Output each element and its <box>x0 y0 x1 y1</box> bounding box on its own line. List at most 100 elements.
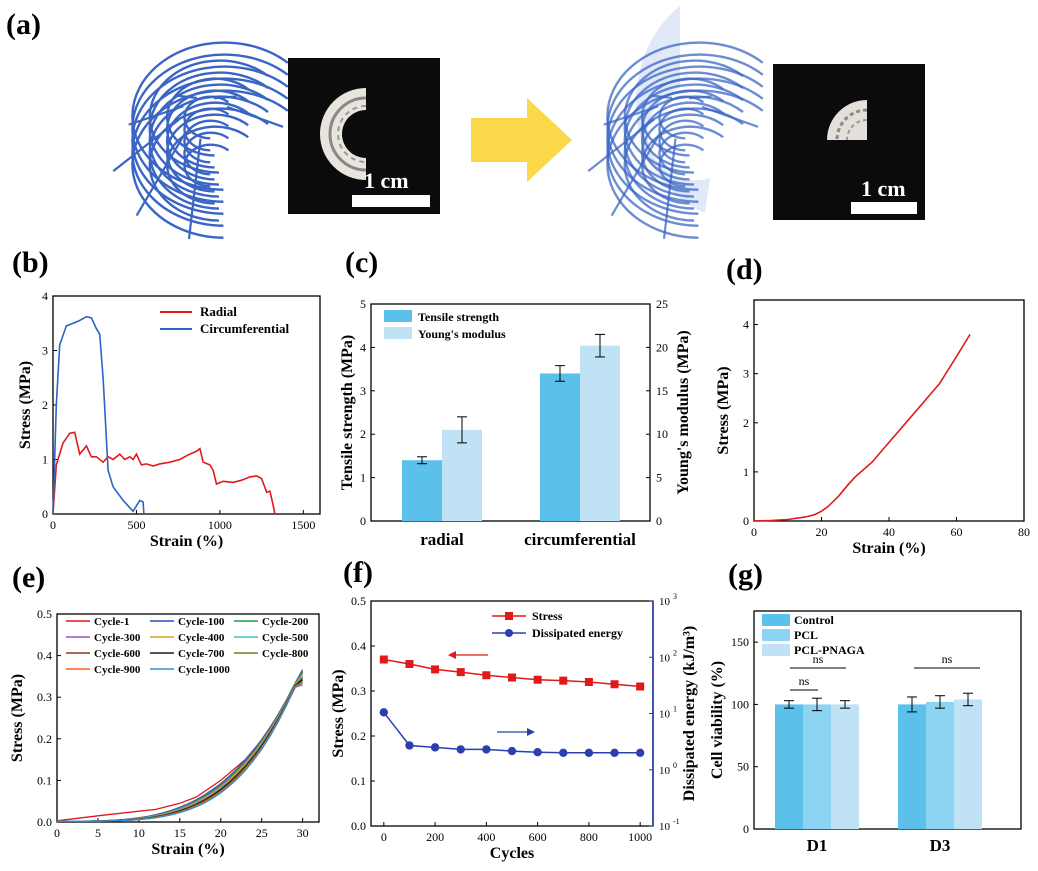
point-stress <box>559 676 568 685</box>
y-tick-label: 1 <box>743 465 749 479</box>
y-axis-label: Stress (MPa) <box>330 669 347 757</box>
x-tick-label: 500 <box>127 518 145 532</box>
bar-radial-0 <box>402 460 442 521</box>
y-tick-label: 0 <box>743 514 749 528</box>
series-line-cycle-800 <box>57 680 303 822</box>
significance-label: ns <box>942 652 953 666</box>
scaffold-model-swollen-icon <box>587 6 764 240</box>
series-line-cycle-700 <box>57 679 304 822</box>
scaffold-spoke <box>176 94 198 100</box>
y2-tick-exponent: 1 <box>673 705 677 714</box>
scaffold-spoke <box>112 118 180 173</box>
series-line-cycle-400 <box>57 674 304 822</box>
legend-swatch <box>762 644 790 656</box>
x-tick-label: 25 <box>256 826 268 840</box>
x-tick-label: 20 <box>816 525 828 539</box>
point-energy <box>430 743 440 752</box>
point-stress <box>405 660 414 668</box>
legend-swatch <box>762 629 790 641</box>
legend-label: Cycle-400 <box>178 632 225 644</box>
y-tick-label: 0.4 <box>351 639 366 653</box>
scaffold-spoke <box>651 94 673 100</box>
y2-tick-label: 5 <box>656 471 662 485</box>
scaffold-sample-icon <box>320 88 367 180</box>
legend-label: PCL <box>794 628 818 642</box>
legend-label: Control <box>794 613 834 627</box>
legend-label: PCL-PNAGA <box>794 643 865 657</box>
panel-label-g: (g) <box>728 558 763 591</box>
point-energy <box>379 708 389 717</box>
point-stress <box>431 665 440 674</box>
panel-label-b: (b) <box>12 246 49 279</box>
chart-c-mechanical-bars: 0 1 2 3 4 5 0 5 10 15 20 25 radial circumferential Ten… <box>339 297 692 549</box>
legend-label: Cycle-600 <box>94 648 141 660</box>
y-tick-label: 2 <box>42 398 48 412</box>
point-energy <box>559 748 568 758</box>
point-energy <box>405 741 414 750</box>
legend-label: Circumferential <box>200 321 289 336</box>
significance-label: ns <box>813 652 824 666</box>
y-axis-label: Tensile strength (MPa) <box>339 335 356 491</box>
legend-label: Young's modulus <box>418 327 506 341</box>
y-tick-label: 0.1 <box>351 774 366 788</box>
y2-tick-exponent: 2 <box>673 648 677 657</box>
y2-tick-label: 10 <box>659 596 671 608</box>
x-tick-label: 0 <box>381 830 387 844</box>
significance-label: ns <box>799 674 810 688</box>
bar-D3-0 <box>898 704 926 829</box>
legend-label: Cycle-100 <box>178 616 225 628</box>
scaffold-ring <box>623 71 744 186</box>
bar-circumferential-1 <box>580 345 620 521</box>
y-axis-label: Cell viability (%) <box>709 661 726 779</box>
y-tick-label: 2 <box>743 416 749 430</box>
series-line-cycle-900 <box>57 682 303 822</box>
y-tick-label: 150 <box>731 635 749 649</box>
y2-axis-label: Dissipated energy (kJ/m³) <box>681 626 698 801</box>
panel-label-d: (d) <box>726 253 763 286</box>
scaffold-sample-icon <box>827 100 868 141</box>
y-axis-label: Stress (MPa) <box>715 366 732 454</box>
scaffold-ring <box>148 83 269 198</box>
legend-marker <box>505 612 513 620</box>
y2-tick-exponent: 0 <box>673 761 677 770</box>
x-axis-label: Strain (%) <box>150 533 223 550</box>
y-tick-label: 0.3 <box>37 690 52 704</box>
scaffold-ring <box>658 143 705 188</box>
y2-tick-label: 10 <box>659 709 671 721</box>
series-line-cycle-1 <box>56 671 304 822</box>
scaffold-spoke <box>662 138 677 240</box>
bar-D1-0 <box>775 704 803 829</box>
y-tick-label: 0 <box>360 514 366 528</box>
series-line-cycle-1000 <box>57 684 303 822</box>
y2-tick-label: 25 <box>656 297 668 311</box>
legend-label: Cycle-700 <box>178 648 225 660</box>
point-stress <box>610 680 619 689</box>
legend-label: Cycle-1 <box>94 616 129 628</box>
bar-D3-1 <box>926 701 954 829</box>
x-category-label: D1 <box>807 836 828 855</box>
scaffold-ring <box>131 77 289 227</box>
scale-bar-label: 1 cm <box>861 176 906 201</box>
y-tick-label: 0.2 <box>37 732 52 746</box>
legend-label: Cycle-800 <box>262 648 309 660</box>
point-stress <box>533 675 542 684</box>
chart-d-stress-strain: 0 20 40 60 80 0 1 2 3 4 Strain (%) Stress (MPa) <box>715 299 1030 557</box>
point-energy <box>533 748 542 757</box>
point-energy <box>482 745 491 754</box>
y-tick-label: 0.3 <box>351 684 366 698</box>
y-axis-label: Stress (MPa) <box>9 674 26 762</box>
scaffold-ring <box>183 143 230 188</box>
x-axis-label: Strain (%) <box>151 841 224 858</box>
x-tick-label: 5 <box>95 826 101 840</box>
x-tick-label: 40 <box>883 525 895 539</box>
panel-label-e: (e) <box>12 561 46 594</box>
legend-swatch <box>384 310 412 322</box>
x-tick-label: 1000 <box>628 830 652 844</box>
bar-radial-1 <box>442 429 482 521</box>
scaffold-photo-before: 1 cm <box>288 58 440 214</box>
scaffold-ring <box>623 59 744 174</box>
y-tick-label: 0.5 <box>37 607 52 621</box>
legend-label: Radial <box>200 304 237 319</box>
legend-marker <box>505 629 513 637</box>
